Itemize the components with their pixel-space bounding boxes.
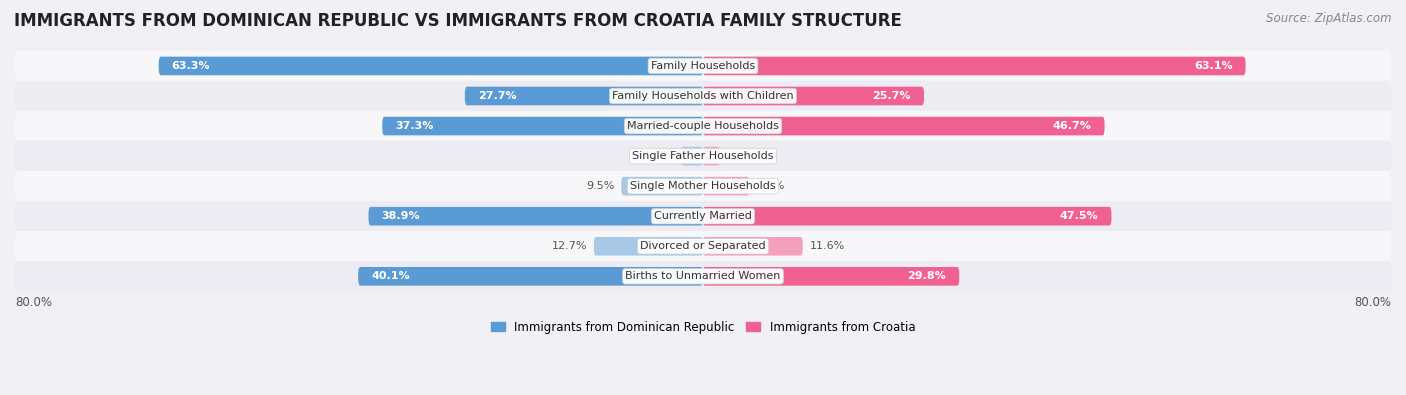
FancyBboxPatch shape (703, 207, 1112, 226)
FancyBboxPatch shape (465, 87, 703, 105)
Text: 29.8%: 29.8% (908, 271, 946, 281)
FancyBboxPatch shape (159, 56, 703, 75)
FancyBboxPatch shape (593, 237, 703, 256)
Text: Source: ZipAtlas.com: Source: ZipAtlas.com (1267, 12, 1392, 25)
Text: IMMIGRANTS FROM DOMINICAN REPUBLIC VS IMMIGRANTS FROM CROATIA FAMILY STRUCTURE: IMMIGRANTS FROM DOMINICAN REPUBLIC VS IM… (14, 12, 901, 30)
Text: Family Households with Children: Family Households with Children (612, 91, 794, 101)
Text: 25.7%: 25.7% (873, 91, 911, 101)
Text: Currently Married: Currently Married (654, 211, 752, 221)
FancyBboxPatch shape (15, 261, 1391, 292)
Text: Divorced or Separated: Divorced or Separated (640, 241, 766, 251)
Text: 12.7%: 12.7% (551, 241, 586, 251)
Text: Births to Unmarried Women: Births to Unmarried Women (626, 271, 780, 281)
Text: Married-couple Households: Married-couple Households (627, 121, 779, 131)
FancyBboxPatch shape (359, 267, 703, 286)
Text: 46.7%: 46.7% (1053, 121, 1091, 131)
Text: Single Mother Households: Single Mother Households (630, 181, 776, 191)
FancyBboxPatch shape (621, 177, 703, 196)
Text: 63.3%: 63.3% (172, 61, 209, 71)
FancyBboxPatch shape (15, 231, 1391, 261)
Text: 37.3%: 37.3% (395, 121, 433, 131)
FancyBboxPatch shape (368, 207, 703, 226)
FancyBboxPatch shape (15, 81, 1391, 111)
FancyBboxPatch shape (703, 87, 924, 105)
FancyBboxPatch shape (15, 111, 1391, 141)
Text: 11.6%: 11.6% (810, 241, 845, 251)
FancyBboxPatch shape (703, 147, 720, 166)
Text: 40.1%: 40.1% (371, 271, 409, 281)
Text: 2.0%: 2.0% (727, 151, 755, 161)
FancyBboxPatch shape (703, 56, 1246, 75)
FancyBboxPatch shape (703, 267, 959, 286)
Text: 27.7%: 27.7% (478, 91, 516, 101)
FancyBboxPatch shape (703, 117, 1105, 135)
Text: 80.0%: 80.0% (15, 296, 52, 309)
FancyBboxPatch shape (703, 237, 803, 256)
FancyBboxPatch shape (681, 147, 703, 166)
Legend: Immigrants from Dominican Republic, Immigrants from Croatia: Immigrants from Dominican Republic, Immi… (486, 316, 920, 339)
Text: 5.4%: 5.4% (756, 181, 785, 191)
Text: 9.5%: 9.5% (586, 181, 614, 191)
FancyBboxPatch shape (15, 201, 1391, 231)
FancyBboxPatch shape (15, 51, 1391, 81)
Text: Single Father Households: Single Father Households (633, 151, 773, 161)
Text: 80.0%: 80.0% (1354, 296, 1391, 309)
FancyBboxPatch shape (382, 117, 703, 135)
Text: 63.1%: 63.1% (1194, 61, 1233, 71)
Text: 2.6%: 2.6% (645, 151, 673, 161)
FancyBboxPatch shape (15, 171, 1391, 201)
Text: 38.9%: 38.9% (381, 211, 420, 221)
FancyBboxPatch shape (703, 177, 749, 196)
FancyBboxPatch shape (15, 141, 1391, 171)
Text: Family Households: Family Households (651, 61, 755, 71)
Text: 47.5%: 47.5% (1060, 211, 1098, 221)
